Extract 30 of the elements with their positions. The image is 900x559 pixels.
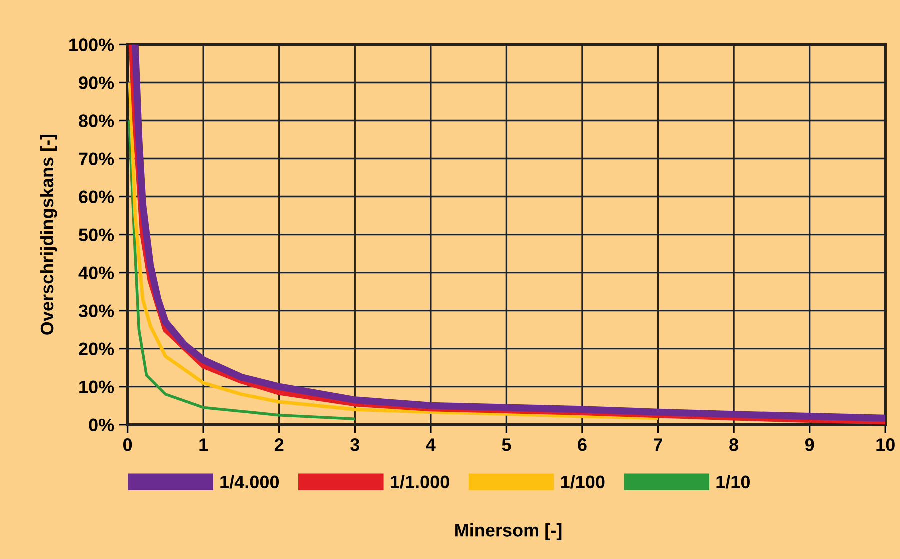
- y-tick-label: 50%: [79, 228, 114, 242]
- y-tick-label: 10%: [80, 380, 114, 394]
- line-series: [128, 80, 660, 420]
- x-tick-label: 9: [805, 438, 814, 452]
- x-tick-label: 7: [654, 438, 662, 452]
- y-tick-label: 60%: [79, 190, 114, 204]
- x-tick-label: 8: [730, 438, 739, 452]
- y-tick-label: 40%: [78, 266, 114, 280]
- legend-label: 1/100: [561, 475, 605, 489]
- y-axis-title: Overschrijdingskans [-]: [40, 134, 58, 335]
- y-tick-label: 0%: [89, 418, 114, 432]
- y-tick-label: 80%: [79, 114, 114, 128]
- x-tick-label: 6: [578, 438, 587, 452]
- x-tick-label: 1: [200, 438, 208, 452]
- y-tick-label: 70%: [79, 152, 114, 166]
- legend-label: 1/1.000: [391, 475, 450, 489]
- y-tick-label: 100%: [70, 38, 114, 52]
- x-tick-label: 10: [876, 438, 895, 452]
- x-tick-label: 3: [350, 438, 360, 452]
- x-tick-label: 0: [123, 438, 132, 452]
- legend-label: 1/4.000: [220, 475, 280, 489]
- line-series: [128, 119, 357, 421]
- y-tick-label: 90%: [79, 76, 114, 90]
- y-tick-label: 30%: [78, 304, 114, 318]
- y-tick-label: 20%: [79, 342, 114, 356]
- x-tick-label: 4: [426, 438, 436, 452]
- legend-label: 1/10: [716, 475, 750, 489]
- x-tick-label: 5: [502, 438, 512, 452]
- x-tick-label: 2: [274, 438, 284, 452]
- x-axis-title: Minersom [-]: [456, 524, 562, 540]
